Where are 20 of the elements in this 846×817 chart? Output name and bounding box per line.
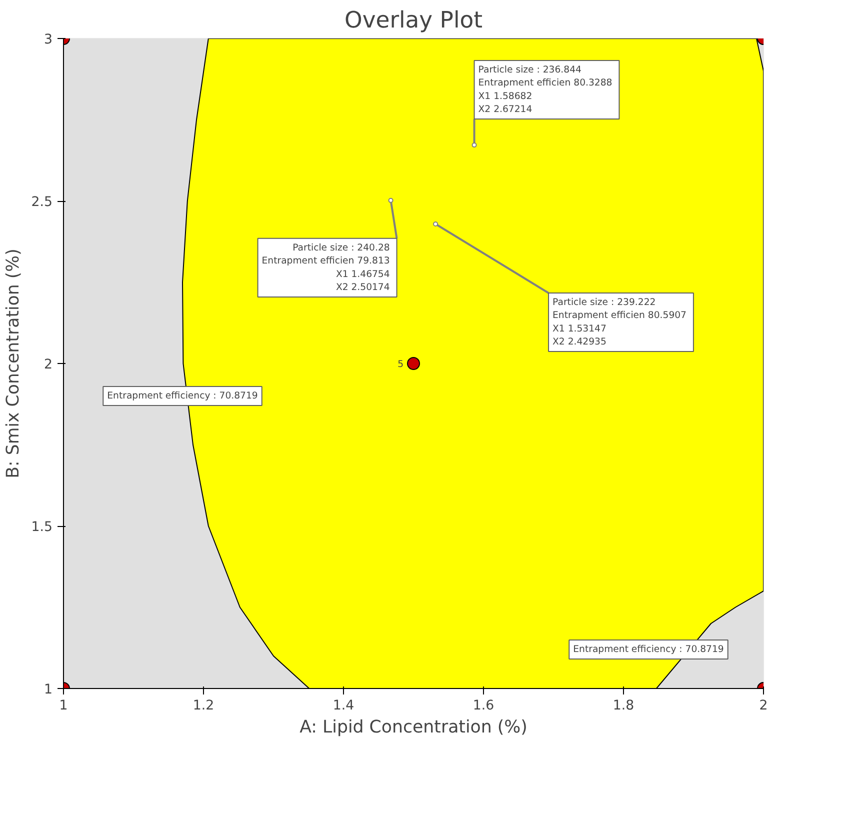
- x-axis-title: A: Lipid Concentration (%): [300, 718, 528, 738]
- annotation: Particle size : 239.222 Entrapment efficien 80.5907 X1 1.53147 X2 2.42935: [552, 296, 687, 348]
- annotation: Particle size : 240.28 Entrapment efficien 79.813 X1 1.46754 X2 2.50174: [262, 242, 390, 294]
- y-tick-label: 2.5: [31, 195, 53, 210]
- annotation: Entrapment efficiency : 70.8719: [107, 390, 258, 402]
- chart-title: Overlay Plot: [344, 8, 483, 34]
- annotation: 5: [398, 359, 404, 370]
- x-tick-label: 1.6: [472, 698, 494, 714]
- y-tick-label: 1: [44, 682, 53, 698]
- x-tick-label: 1.2: [192, 698, 214, 714]
- x-tick-label: 1: [59, 698, 68, 714]
- annotation: Particle size : 236.844 Entrapment efficien 80.3288 X1 1.58682 X2 2.67214: [478, 64, 612, 116]
- x-tick-label: 1.4: [332, 698, 354, 714]
- y-tick-label: 1.5: [31, 520, 53, 535]
- annotation: Entrapment efficiency : 70.8719: [573, 644, 724, 655]
- x-tick-label: 1.8: [612, 698, 634, 714]
- y-tick-label: 3: [44, 32, 53, 48]
- y-tick-label: 2: [44, 358, 53, 372]
- y-axis-title: B: Smix Concentration (%): [3, 248, 24, 478]
- x-tick-label: 2: [759, 698, 768, 714]
